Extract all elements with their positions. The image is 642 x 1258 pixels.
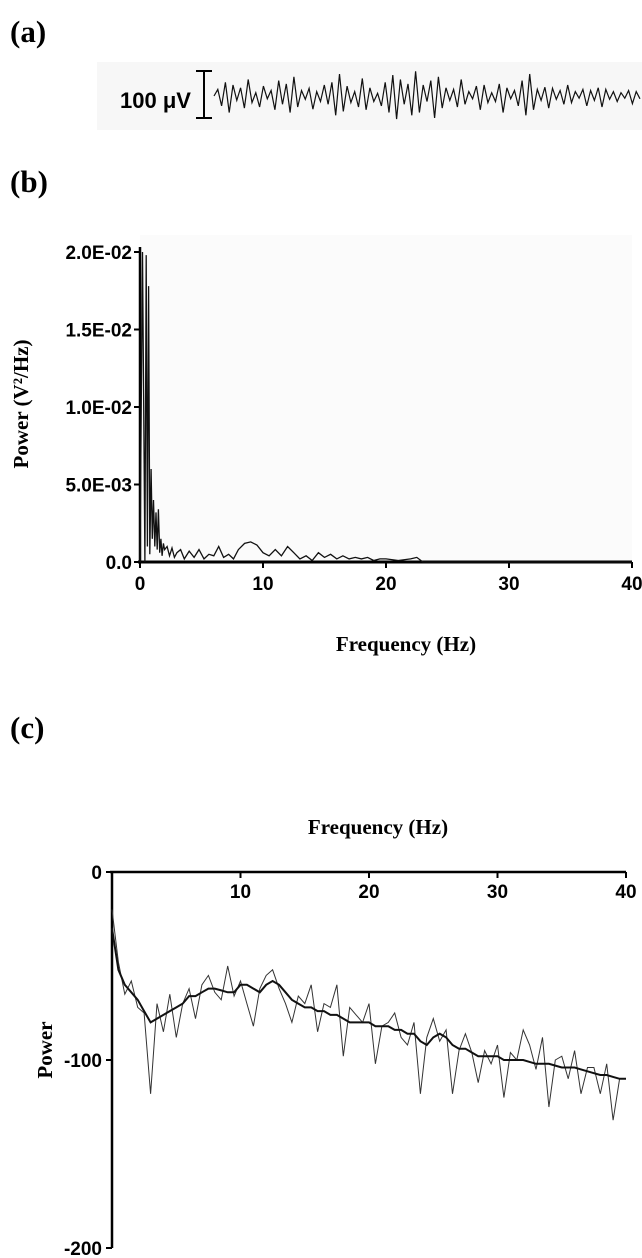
panel-c-y-tick-label: 0 [91, 863, 102, 884]
panel-b-x-axis-label: Frequency (Hz) [336, 632, 476, 656]
eeg-trace [213, 71, 641, 120]
panel-b-x-tick-label: 40 [621, 574, 642, 595]
panel-b-y-tick-label: 2.0E-02 [65, 243, 132, 264]
panel-b-x-tick-label: 0 [135, 574, 146, 595]
panel-b: 0.0 5.0E-03 1.0E-02 1.5E-02 2.0E-02 0 10 20 30 4… [9, 235, 642, 656]
panel-c-y-tick-label: -100 [64, 1051, 102, 1072]
panel-a: 100 μV [97, 62, 642, 130]
panel-b-y-axis-label: Power (V²/Hz) [9, 340, 33, 469]
panel-b-plot-area [140, 235, 632, 562]
panel-label-c: (c) [10, 710, 45, 745]
panel-b-x-tick-label: 20 [375, 574, 396, 595]
panel-c-raw-spectrum-line [111, 909, 626, 1121]
panel-c-x-axis-label: Frequency (Hz) [308, 815, 448, 839]
panel-c-y-axis-label: Power [33, 1021, 57, 1078]
panel-c-smoothed-spectrum-line [111, 928, 626, 1080]
panel-c: Frequency (Hz) Power 0 -100 -200 10 20 30 40 [33, 815, 637, 1258]
panel-b-x-tick-label: 30 [498, 574, 519, 595]
panel-b-y-tick-label: 5.0E-03 [65, 476, 132, 497]
panel-b-y-tick-label: 1.0E-02 [65, 398, 132, 419]
panel-b-y-tick-label: 0.0 [106, 553, 132, 574]
panel-b-y-tick-label: 1.5E-02 [65, 321, 132, 342]
panel-c-x-tick-label: 20 [358, 882, 379, 903]
panel-b-x-tick-label: 10 [252, 574, 273, 595]
panel-label-b: (b) [10, 164, 48, 199]
panel-c-x-tick-label: 10 [230, 882, 251, 903]
panel-c-x-tick-label: 40 [615, 882, 636, 903]
panel-c-y-tick-label: -200 [64, 1239, 102, 1258]
scale-bar [196, 70, 212, 119]
scale-bar-label: 100 μV [120, 88, 191, 113]
panel-c-x-tick-label: 30 [487, 882, 508, 903]
panel-label-a: (a) [10, 14, 47, 49]
power-spectrum-line [139, 251, 632, 563]
